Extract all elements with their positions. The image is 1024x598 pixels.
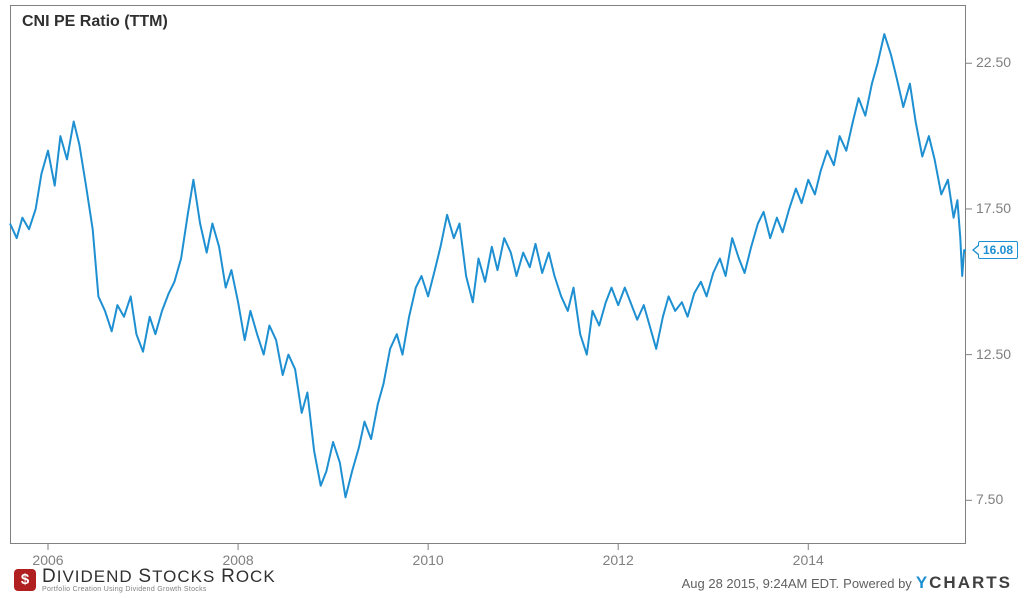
y-tick-label: 22.50 — [976, 54, 1011, 70]
y-tick-label: 17.50 — [976, 200, 1011, 216]
chart-footer: Aug 28 2015, 9:24AM EDT. Powered by YCHA… — [682, 573, 1012, 593]
chart-frame: CNI PE Ratio (TTM) 7.5012.5017.5022.50 2… — [0, 0, 1024, 598]
dsr-logo-text: DIVIDEND STOCKS ROCK — [42, 566, 276, 588]
dividend-stocks-rock-logo: $ DIVIDEND STOCKS ROCK Portfolio Creatio… — [14, 566, 276, 593]
current-value-callout: 16.08 — [978, 241, 1018, 259]
x-tick-label: 2014 — [793, 552, 824, 568]
y-tick-label: 7.50 — [976, 491, 1003, 507]
dsr-dollar-icon: $ — [14, 569, 36, 591]
line-chart-svg — [10, 5, 966, 544]
x-tick-label: 2010 — [413, 552, 444, 568]
powered-by-label: Powered by — [843, 576, 912, 591]
ycharts-logo: YCHARTS — [916, 573, 1012, 593]
x-tick-label: 2012 — [603, 552, 634, 568]
timestamp: Aug 28 2015, 9:24AM EDT. — [682, 576, 840, 591]
y-tick-label: 12.50 — [976, 346, 1011, 362]
